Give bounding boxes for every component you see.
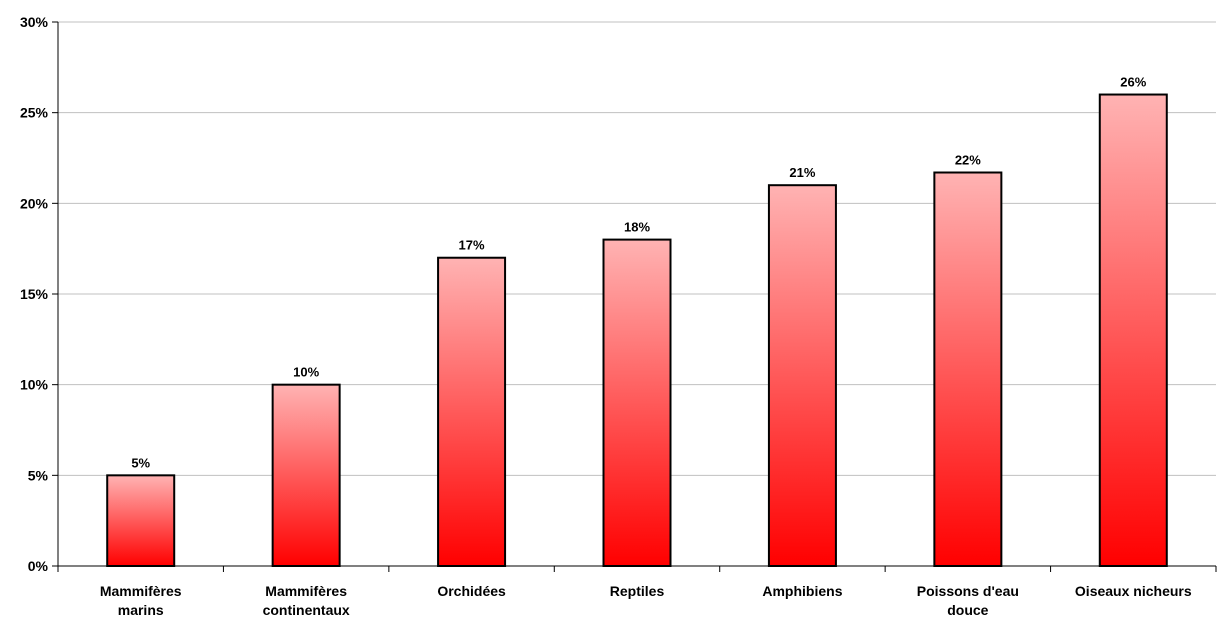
bar	[1098, 93, 1168, 568]
data-label: 21%	[789, 165, 815, 180]
y-tick-label: 5%	[28, 467, 49, 483]
bar	[767, 184, 837, 567]
data-labels: 5% 10% 17% 18% 21% 22% 26%	[131, 75, 1146, 471]
data-label: 18%	[624, 220, 650, 235]
category-label: Oiseaux nicheurs	[1075, 583, 1192, 599]
y-axis-tick-labels: 0% 5% 10% 15% 20% 25% 30%	[20, 14, 49, 574]
bar	[602, 238, 672, 567]
category-label-line: Oiseaux nicheurs	[1075, 583, 1192, 599]
bar	[271, 383, 341, 567]
category-label: Poissons d'eau douce	[917, 583, 1019, 618]
bar	[437, 256, 507, 567]
category-label-line: Mammifères	[265, 583, 347, 599]
y-tick-label: 20%	[20, 195, 49, 211]
y-tick-label: 30%	[20, 14, 49, 30]
category-label: Mammifères marins	[100, 583, 182, 618]
data-label: 22%	[955, 153, 981, 168]
category-label-line: marins	[118, 602, 164, 618]
data-label: 26%	[1120, 75, 1146, 90]
category-label: Amphibiens	[762, 583, 842, 599]
axes	[57, 22, 1217, 572]
y-tick-label: 25%	[20, 105, 49, 121]
category-label: Mammifères continentaux	[263, 583, 350, 618]
x-axis-category-labels: Mammifères marins Mammifères continentaux Or…	[100, 583, 1192, 618]
category-label-line: Mammifères	[100, 583, 182, 599]
y-tick-label: 10%	[20, 377, 49, 393]
y-tick-label: 15%	[20, 286, 49, 302]
category-label-line: Poissons d'eau	[917, 583, 1019, 599]
bar	[106, 474, 176, 568]
category-label-line: Amphibiens	[762, 583, 842, 599]
category-label-line: douce	[947, 602, 988, 618]
category-label-line: Orchidées	[437, 583, 506, 599]
category-label: Orchidées	[437, 583, 506, 599]
y-tick-label: 0%	[28, 558, 49, 574]
data-label: 5%	[131, 455, 150, 470]
category-label-line: Reptiles	[610, 583, 665, 599]
bar	[933, 171, 1003, 568]
category-label: Reptiles	[610, 583, 665, 599]
data-label: 10%	[293, 365, 319, 380]
data-label: 17%	[459, 238, 485, 253]
category-label-line: continentaux	[263, 602, 350, 618]
bars	[106, 93, 1168, 568]
